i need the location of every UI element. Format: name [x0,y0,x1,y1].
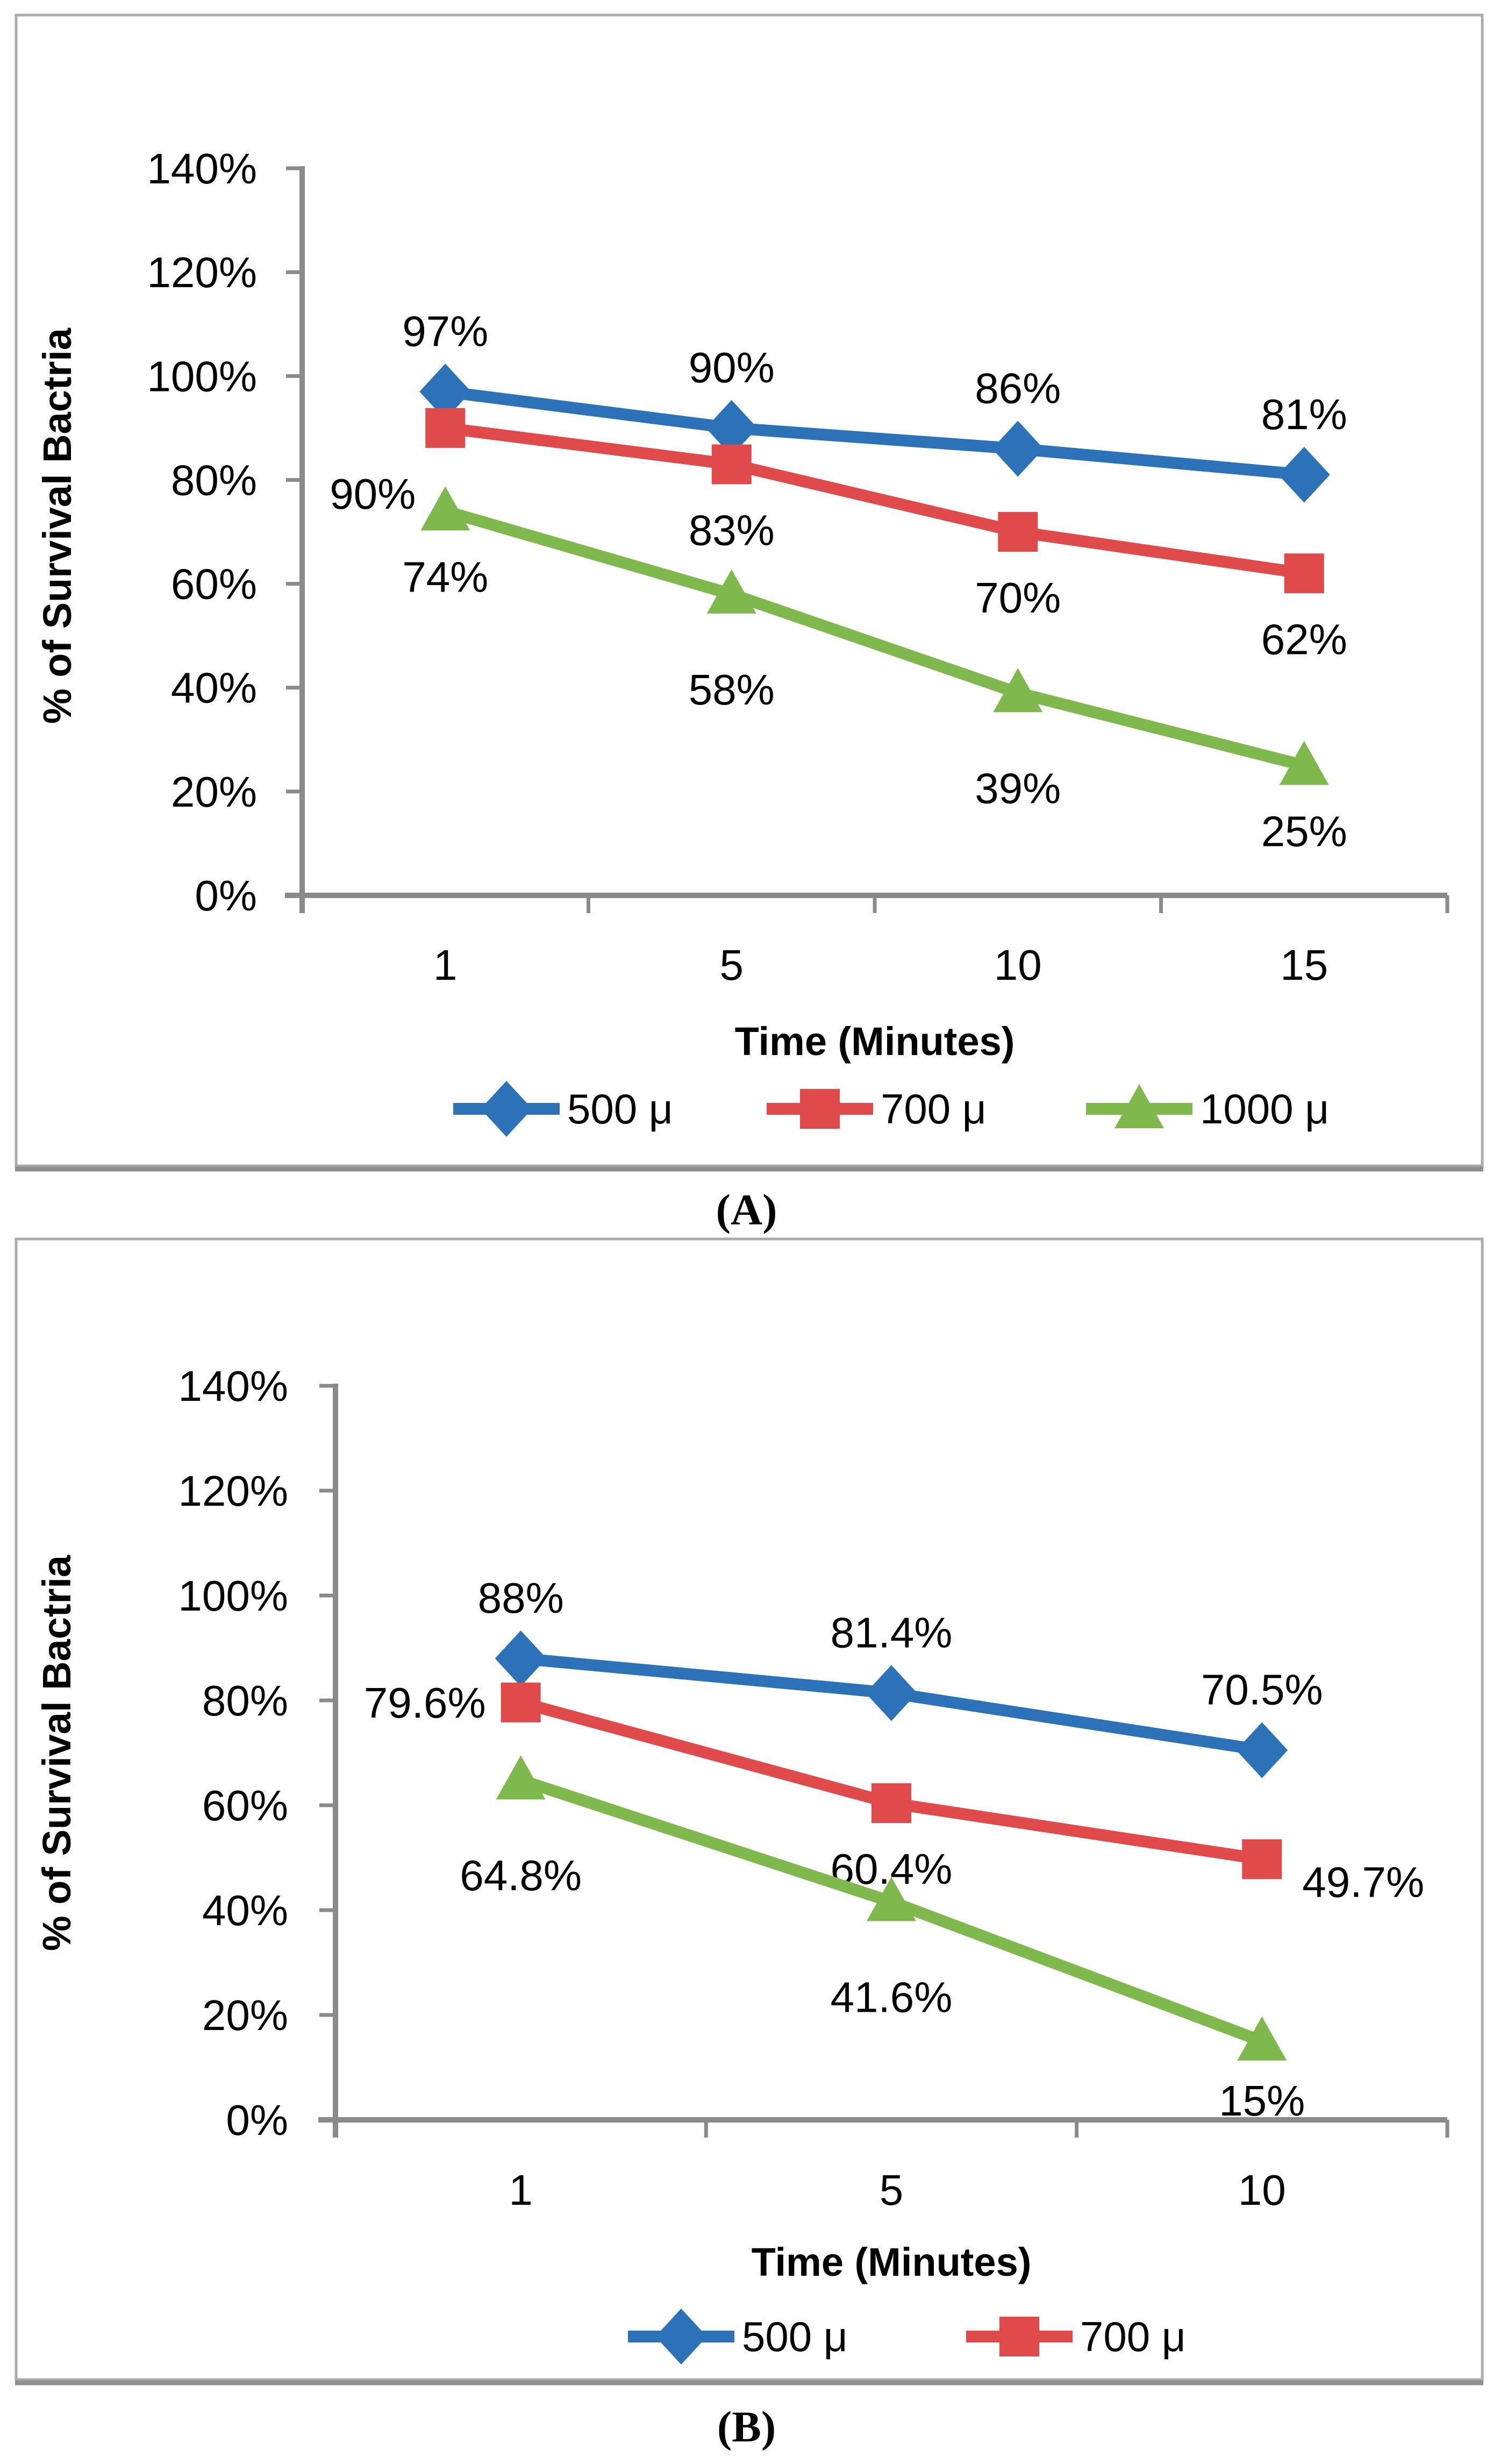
marker-square [425,408,466,448]
marker-triangle [1279,740,1329,785]
legend-marker-square [800,1089,840,1129]
x-tick-label: 5 [720,941,744,989]
marker-square [501,1682,541,1722]
series-line-0 [444,386,1305,481]
marker-square [1242,1839,1282,1879]
y-tick-label: 80% [171,456,257,504]
legend-label: 700 μ [1080,2313,1186,2360]
y-tick-label: 100% [178,1572,288,1620]
y-tick-label: 140% [147,145,257,193]
data-label: 74% [402,553,488,601]
x-tick-label: 1 [509,2166,533,2214]
marker-square [711,444,752,485]
marker-diamond [992,421,1044,477]
marker-triangle [496,1755,546,1800]
y-tick-label: 40% [171,664,257,712]
data-label: 86% [975,364,1061,412]
legend-label: 500 μ [567,1085,673,1133]
y-tick-label: 100% [147,352,257,400]
data-label: 97% [402,307,488,355]
data-label: 83% [689,506,775,554]
data-label: 88% [478,1574,564,1622]
marker-square [871,1783,911,1824]
x-tick-label: 15 [1280,941,1328,989]
x-axis-title: Time (Minutes) [752,2240,1032,2284]
marker-square [1284,553,1324,594]
marker-triangle [1237,2016,1287,2061]
marker-diamond [1278,446,1330,503]
y-tick-label: 60% [202,1782,288,1829]
data-label: 58% [689,666,775,714]
data-label: 70% [975,574,1061,622]
data-label: 70.5% [1201,1666,1323,1714]
x-tick-label: 10 [994,941,1042,989]
y-tick-label: 0% [226,2096,288,2144]
y-tick-label: 60% [171,560,257,608]
data-label: 39% [975,764,1061,812]
marker-square [998,512,1038,552]
caption-a: (A) [716,1185,777,1234]
y-tick-label: 0% [195,872,257,920]
data-label: 62% [1261,615,1347,663]
y-tick-label: 120% [147,248,257,296]
series-line-2 [444,505,1306,772]
x-axis-title: Time (Minutes) [735,1019,1015,1064]
y-tick-label: 120% [178,1467,288,1515]
legend-label: 700 μ [881,1085,987,1133]
marker-triangle [706,569,756,614]
marker-diamond [419,364,472,420]
data-label: 90% [689,344,775,391]
data-label: 25% [1261,808,1347,856]
marker-diamond [1236,1722,1288,1778]
y-tick-label: 20% [171,768,257,816]
legend-label: 1000 μ [1200,1085,1329,1133]
data-label: 90% [330,470,416,518]
y-tick-label: 20% [202,1991,288,2039]
data-label: 15% [1219,2077,1305,2125]
y-tick-label: 140% [178,1362,288,1410]
marker-triangle [420,486,470,531]
caption-b: (B) [717,2402,776,2451]
x-tick-label: 5 [880,2166,904,2214]
panel-a-box [15,13,1484,1167]
data-label: 79.6% [364,1679,486,1727]
legend-marker-triangle [1115,1084,1164,1128]
data-label: 64.8% [460,1851,582,1899]
legend-label: 500 μ [742,2313,848,2360]
marker-triangle [993,668,1043,713]
marker-triangle [866,1877,916,1921]
marker-diamond [705,400,758,456]
x-tick-label: 1 [433,941,458,989]
marker-diamond [865,1665,917,1721]
y-axis-title: % of Survival Bactria [35,327,80,724]
series-line-1 [444,422,1305,580]
x-tick-label: 10 [1238,2166,1286,2214]
y-tick-label: 40% [202,1886,288,1934]
data-label: 49.7% [1302,1858,1424,1906]
legend-marker-diamond [655,2309,707,2365]
data-label: 41.6% [831,1973,953,2021]
data-label: 81% [1261,390,1347,438]
y-axis-title: % of Survival Bactria [34,1555,79,1951]
legend-marker-square [999,2317,1039,2356]
y-tick-label: 80% [202,1677,288,1725]
legend-marker-diamond [481,1081,532,1137]
panel-b-box [15,1237,1484,2381]
marker-diamond [495,1630,547,1686]
data-label: 81.4% [831,1608,953,1656]
